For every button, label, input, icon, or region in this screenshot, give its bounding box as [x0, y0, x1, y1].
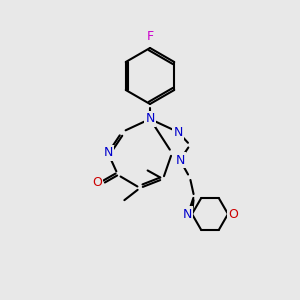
Text: N: N	[173, 125, 183, 139]
Text: O: O	[92, 176, 102, 190]
Text: N: N	[175, 154, 185, 166]
Text: N: N	[103, 146, 113, 160]
Text: F: F	[146, 31, 154, 44]
Text: N: N	[145, 112, 155, 125]
Text: O: O	[228, 208, 238, 220]
Text: N: N	[182, 208, 192, 220]
